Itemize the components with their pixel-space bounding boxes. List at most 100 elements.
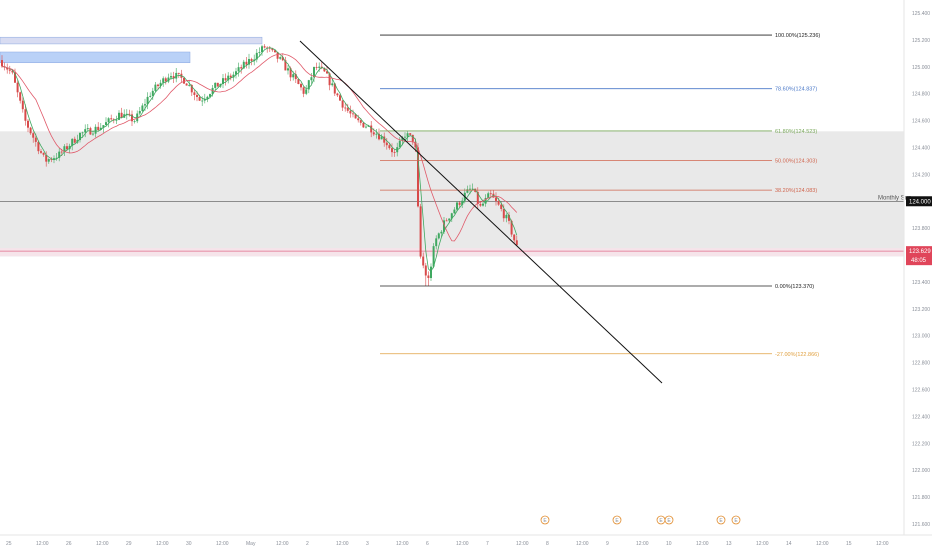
candle-body xyxy=(378,133,380,140)
upper-supply-zone xyxy=(0,36,263,45)
time-tick-label: 14 xyxy=(786,541,792,547)
monthly-support-badge xyxy=(906,196,932,207)
candle-body xyxy=(391,148,393,153)
candle-body xyxy=(388,145,391,149)
candle-body xyxy=(6,67,9,70)
trendline-layer[interactable] xyxy=(299,40,663,384)
candle-body xyxy=(502,208,505,219)
candle-body xyxy=(185,83,188,86)
candle-body xyxy=(177,72,180,74)
candle-body xyxy=(235,71,237,75)
candle-body xyxy=(47,159,50,162)
event-marker-label: E xyxy=(719,518,723,524)
candle-body xyxy=(292,74,295,78)
candle-body xyxy=(248,59,250,65)
event-marker-label: E xyxy=(659,518,663,524)
candle-body xyxy=(66,146,68,150)
candle-body xyxy=(393,152,396,153)
zones-layer xyxy=(0,36,904,257)
candle-body xyxy=(344,107,347,109)
candle-body xyxy=(385,142,388,146)
candle-body xyxy=(484,197,487,204)
candle-body xyxy=(227,75,230,81)
candle-body xyxy=(209,94,211,97)
candle-body xyxy=(482,203,484,206)
moving-average-fast xyxy=(1,47,518,273)
candle-body xyxy=(489,193,492,195)
candle-body xyxy=(352,113,354,115)
candle-body xyxy=(359,120,362,123)
candle-body xyxy=(45,154,48,162)
time-tick-label: 12:00 xyxy=(96,541,109,547)
candle-body xyxy=(63,146,66,153)
candle-body xyxy=(32,133,35,138)
candle-body xyxy=(279,57,282,59)
price-tick-label: 123.800 xyxy=(912,226,930,232)
candle-body xyxy=(268,47,271,49)
candle-body xyxy=(141,105,144,111)
candle-body xyxy=(289,68,292,78)
support-band xyxy=(0,248,904,257)
time-tick-label: 29 xyxy=(126,541,132,547)
candle-body xyxy=(430,266,432,279)
event-marker[interactable] xyxy=(612,515,622,525)
candle-body xyxy=(237,67,240,72)
candle-body xyxy=(60,151,63,153)
candles-layer xyxy=(1,44,518,286)
candle-body xyxy=(318,66,321,68)
price-tick-label: 123.200 xyxy=(912,307,930,313)
candle-body xyxy=(456,202,458,210)
candle-body xyxy=(58,151,61,158)
candle-body xyxy=(107,118,110,123)
time-axis[interactable]: 25 12:00 26 12:00 29 12:00 30 12:00 May 12:00 2 12:… xyxy=(0,534,932,547)
candle-body xyxy=(149,95,152,97)
event-marker[interactable] xyxy=(540,515,550,525)
event-marker[interactable] xyxy=(731,515,741,525)
candle-body xyxy=(206,96,209,99)
price-axis[interactable]: 125.400 125.200 125.000 124.800 124.600 124.4… xyxy=(903,0,932,535)
price-tick-label: 125.400 xyxy=(912,11,930,17)
candle-body xyxy=(404,136,406,138)
candle-body xyxy=(14,72,16,83)
candle-body xyxy=(276,52,279,59)
candle-body xyxy=(118,112,120,120)
countdown-value: 48:05 xyxy=(911,258,927,264)
time-tick-label: 6 xyxy=(426,541,429,547)
event-marker[interactable] xyxy=(716,515,726,525)
candle-body xyxy=(435,238,438,247)
candle-body xyxy=(497,200,500,205)
candle-body xyxy=(409,133,412,135)
candle-body xyxy=(37,141,40,152)
trendline[interactable] xyxy=(299,40,663,384)
candle-body xyxy=(271,48,274,51)
candle-body xyxy=(193,92,196,95)
time-tick-label: 3 xyxy=(366,541,369,547)
time-tick-label: 12:00 xyxy=(516,541,529,547)
candle-body xyxy=(274,50,276,53)
candle-body xyxy=(190,85,193,93)
candle-body xyxy=(380,136,383,140)
candle-body xyxy=(53,158,55,160)
candle-body xyxy=(372,132,375,135)
candle-body xyxy=(131,114,133,122)
candle-body xyxy=(510,220,513,235)
price-tick-label: 125.000 xyxy=(912,65,930,71)
candle-body xyxy=(128,113,131,115)
candle-body xyxy=(94,126,97,134)
price-tick-label: 124.800 xyxy=(912,92,930,98)
candle-body xyxy=(258,52,261,53)
candle-body xyxy=(422,256,425,266)
candle-body xyxy=(71,138,74,146)
candle-body xyxy=(336,93,339,96)
event-marker[interactable] xyxy=(664,515,674,525)
time-tick-label: 12:00 xyxy=(576,541,589,547)
candle-body xyxy=(294,74,297,80)
time-tick-label: 25 xyxy=(6,541,12,547)
price-tick-label: 122.800 xyxy=(912,361,930,367)
current-price-badge xyxy=(906,246,932,266)
candle-body xyxy=(73,138,76,143)
candle-body xyxy=(443,220,445,232)
